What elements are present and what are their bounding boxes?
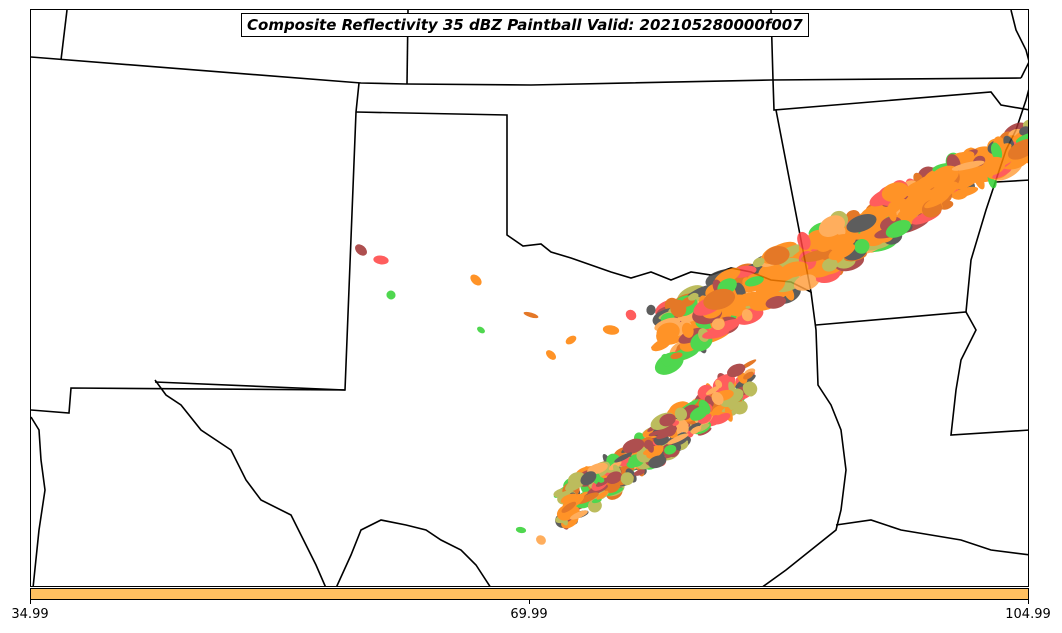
reflectivity-blob xyxy=(765,296,786,309)
reflectivity-blob xyxy=(591,498,602,504)
reflectivity-blob xyxy=(470,274,482,286)
reflectivity-blob xyxy=(982,156,1006,176)
map-title: Composite Reflectivity 35 dBZ Paintball … xyxy=(241,13,809,37)
reflectivity-blob xyxy=(707,319,741,336)
reflectivity-blob xyxy=(780,261,809,278)
reflectivity-blob xyxy=(606,471,622,485)
reflectivity-blob xyxy=(667,433,689,445)
reflectivity-blob xyxy=(822,258,838,272)
reflectivity-blob xyxy=(885,219,911,238)
reflectivity-blob xyxy=(951,160,985,171)
reflectivity-blob xyxy=(515,526,527,534)
reflectivity-blob xyxy=(1007,138,1028,160)
map-panel xyxy=(30,9,1029,587)
reflectivity-blob xyxy=(881,182,910,203)
reflectivity-blob xyxy=(828,243,856,261)
reflectivity-blob xyxy=(477,326,485,334)
reflectivity-blob xyxy=(752,257,765,268)
reflectivity-blob xyxy=(703,288,736,310)
reflectivity-blob xyxy=(580,471,597,486)
colorbar-tick-1 xyxy=(529,600,530,604)
reflectivity-blob xyxy=(924,193,950,209)
reflectivity-blob xyxy=(793,274,817,291)
reflectivity-blob xyxy=(990,142,1003,161)
reflectivity-blob xyxy=(602,325,620,335)
reflectivity-blob xyxy=(697,423,710,432)
colorbar xyxy=(30,588,1029,600)
reflectivity-blob xyxy=(801,249,834,262)
reflectivity-blob xyxy=(711,318,725,331)
reflectivity-blob xyxy=(386,290,396,300)
reflectivity-blob xyxy=(546,350,556,360)
reflectivity-blob xyxy=(626,461,636,469)
map-canvas xyxy=(31,10,1028,586)
reflectivity-blob xyxy=(744,276,764,287)
reflectivity-blob xyxy=(674,407,688,421)
reflectivity-blob xyxy=(620,472,634,486)
reflectivity-blob xyxy=(614,452,633,463)
colorbar-tick-label-max: 104.99 xyxy=(1005,607,1051,622)
reflectivity-blob xyxy=(643,439,654,450)
reflectivity-blob xyxy=(689,406,708,421)
reflectivity-paintball xyxy=(355,119,1028,545)
reflectivity-blob xyxy=(727,363,746,378)
reflectivity-blob xyxy=(656,426,678,440)
reflectivity-blob xyxy=(854,239,870,254)
reflectivity-blob xyxy=(763,272,780,289)
reflectivity-blob xyxy=(656,322,680,342)
reflectivity-blob xyxy=(928,181,959,200)
reflectivity-blob xyxy=(648,455,667,469)
reflectivity-blob xyxy=(720,388,744,407)
reflectivity-blob xyxy=(741,309,753,322)
reflectivity-blob xyxy=(659,413,676,427)
reflectivity-blob xyxy=(646,304,656,316)
reflectivity-blob xyxy=(846,213,877,233)
reflectivity-blob xyxy=(536,535,546,545)
reflectivity-blob xyxy=(355,244,367,256)
reflectivity-blob xyxy=(913,174,941,192)
reflectivity-blob xyxy=(690,427,699,435)
reflectivity-blob xyxy=(764,246,790,265)
reflectivity-blob xyxy=(952,186,979,198)
reflectivity-blob xyxy=(565,335,577,345)
reflectivity-blob xyxy=(743,371,754,380)
reflectivity-blob xyxy=(569,510,588,520)
reflectivity-blob xyxy=(818,215,846,237)
reflectivity-blob xyxy=(687,422,702,431)
colorbar-tick-label-mid: 69.99 xyxy=(510,607,548,622)
reflectivity-blob xyxy=(797,231,811,250)
reflectivity-blob xyxy=(1019,126,1028,136)
reflectivity-blob xyxy=(715,379,723,388)
colorbar-tick-2 xyxy=(1028,600,1029,604)
reflectivity-blob xyxy=(622,438,645,454)
colorbar-tick-0 xyxy=(30,600,31,604)
reflectivity-blob xyxy=(664,444,677,455)
reflectivity-blob xyxy=(648,429,664,437)
colorbar-tick-label-min: 34.99 xyxy=(11,607,49,622)
reflectivity-blob xyxy=(373,255,389,265)
reflectivity-blob xyxy=(596,490,609,500)
reflectivity-blob xyxy=(711,391,724,406)
reflectivity-blob xyxy=(888,198,909,210)
reflectivity-blob xyxy=(939,200,954,210)
reflectivity-blob xyxy=(742,382,756,397)
reflectivity-blob xyxy=(625,309,637,321)
reflectivity-blob xyxy=(597,477,605,483)
reflectivity-blob xyxy=(688,292,699,301)
reflectivity-blob xyxy=(587,499,602,513)
reflectivity-blob xyxy=(523,311,539,319)
reflectivity-blob xyxy=(633,469,645,476)
reflectivity-blob xyxy=(714,267,741,286)
reflectivity-blob xyxy=(712,413,731,425)
reflectivity-blob xyxy=(705,385,720,395)
reflectivity-blob xyxy=(992,167,1012,179)
reflectivity-blob xyxy=(732,305,743,317)
reflectivity-blob xyxy=(681,322,694,338)
reflectivity-blob xyxy=(561,501,577,513)
state-borders xyxy=(31,10,1028,586)
reflectivity-blob xyxy=(670,352,683,360)
reflectivity-blob xyxy=(660,353,672,367)
